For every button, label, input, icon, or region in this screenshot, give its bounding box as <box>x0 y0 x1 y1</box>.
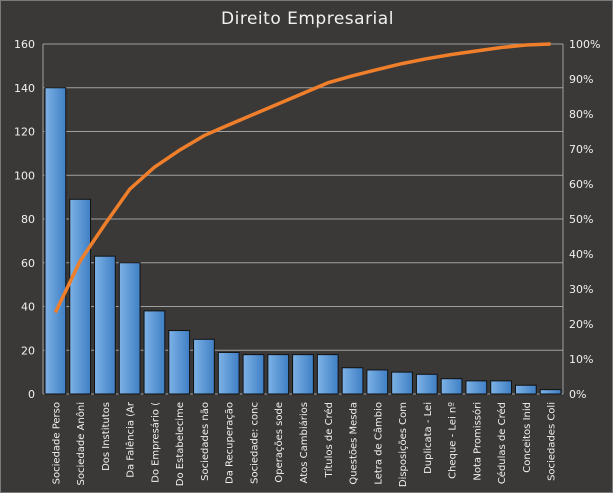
bar <box>490 380 512 395</box>
y-tick-label: 0 <box>28 388 35 401</box>
bar <box>465 380 488 395</box>
x-tick-label: Operações sode <box>274 402 285 483</box>
y2-tick-label: 100% <box>569 38 600 51</box>
x-tick-label: Questões Mesda <box>349 402 360 485</box>
bar <box>242 354 265 395</box>
bar <box>514 384 537 395</box>
chart-title: Direito Empresarial <box>221 9 394 29</box>
x-tick-label: Conceitos Inid <box>522 402 533 473</box>
y2-tick-label: 50% <box>569 213 593 226</box>
y-tick-label: 120 <box>14 126 35 139</box>
y-tick-label: 80 <box>21 213 35 226</box>
x-tick-label: Cédulas de Créd <box>496 402 508 484</box>
y2-tick-label: 10% <box>569 353 593 366</box>
bar <box>292 354 314 395</box>
bar <box>316 354 339 395</box>
bar <box>341 367 364 395</box>
x-tick-label: Da Recuperação <box>225 402 236 484</box>
cumulative-percent-line <box>53 42 551 314</box>
bar <box>217 351 240 395</box>
x-tick-label: Sociedade: conc <box>249 402 260 484</box>
x-tick-label: Duplicata - Lei <box>423 402 434 474</box>
bar <box>44 87 67 395</box>
bar <box>267 354 290 395</box>
bar <box>168 330 191 395</box>
y-tick-label: 100 <box>14 169 35 182</box>
y-tick-label: 40 <box>21 301 35 314</box>
x-tick-label: Cheque - Lei nº <box>448 402 459 479</box>
bar <box>366 369 389 395</box>
y2-tick-label: 90% <box>569 73 593 86</box>
x-tick-label: Nota Promissóri <box>471 402 483 481</box>
y-tick-label: 60 <box>21 257 35 270</box>
x-tick-label: Sociedades Coli <box>547 402 558 481</box>
bar <box>118 262 141 395</box>
bar <box>193 338 215 395</box>
bar <box>440 378 463 395</box>
x-tick-label: Títulos de Créd <box>323 402 335 478</box>
y2-tick-label: 60% <box>569 178 593 191</box>
y2-tick-label: 80% <box>569 108 593 121</box>
bar <box>539 389 562 395</box>
y2-tick-label: 0% <box>569 388 586 401</box>
bar <box>391 371 413 395</box>
bar <box>94 255 116 395</box>
x-tick-label: Do Empresário ( <box>149 402 161 483</box>
x-tick-label: Sociedades não <box>200 402 211 481</box>
y2-tick-label: 70% <box>569 143 593 156</box>
x-tick-label: Letra de Câmbio <box>372 402 384 485</box>
y2-tick-label: 30% <box>569 283 593 296</box>
y-tick-label: 160 <box>14 38 35 51</box>
x-tick-label: Atos Cambiários <box>298 402 310 483</box>
bar <box>69 198 92 395</box>
x-tick-label: Dos Institutos <box>101 402 112 471</box>
x-tick-label: Disposições Com <box>398 402 409 487</box>
y-tick-label: 20 <box>21 344 35 357</box>
y2-tick-label: 40% <box>569 248 593 261</box>
x-tick-label: Da Falência (Ar <box>125 401 137 478</box>
bar <box>143 310 166 395</box>
bar <box>415 373 438 395</box>
y-tick-label: 140 <box>14 82 35 95</box>
x-tick-label: Sociedade Anôni <box>75 402 87 485</box>
x-tick-label: Do Estabelecime <box>175 402 186 486</box>
x-tick-label: Sociedade Perso <box>51 402 62 484</box>
y2-tick-label: 20% <box>569 318 593 331</box>
